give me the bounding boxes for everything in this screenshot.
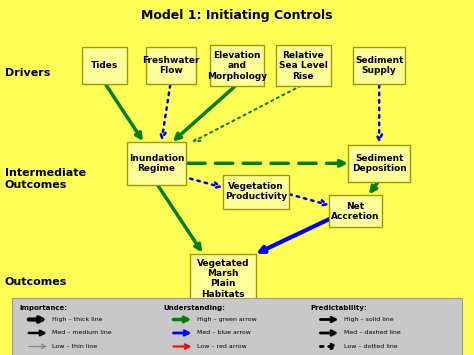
Text: Tides: Tides [91, 61, 118, 70]
Text: High – thick line: High – thick line [52, 317, 103, 322]
Text: High – solid line: High – solid line [344, 317, 393, 322]
FancyBboxPatch shape [223, 175, 289, 208]
FancyBboxPatch shape [348, 145, 410, 182]
Text: Predictability:: Predictability: [310, 305, 367, 311]
Text: Net
Accretion: Net Accretion [331, 202, 380, 221]
Text: Inundation
Regime: Inundation Regime [128, 154, 184, 173]
Text: High – green arrow: High – green arrow [197, 317, 256, 322]
FancyBboxPatch shape [190, 254, 256, 304]
Text: Low – dotted line: Low – dotted line [344, 344, 397, 349]
Text: Freshwater
Flow: Freshwater Flow [142, 56, 200, 75]
Text: Med – dashed line: Med – dashed line [344, 331, 401, 335]
Text: Drivers: Drivers [5, 68, 50, 78]
FancyBboxPatch shape [127, 142, 186, 185]
Text: Low – red arrow: Low – red arrow [197, 344, 246, 349]
Text: Med – blue arrow: Med – blue arrow [197, 331, 251, 335]
Text: Relative
Sea Level
Rise: Relative Sea Level Rise [279, 51, 328, 81]
FancyBboxPatch shape [329, 195, 382, 227]
FancyBboxPatch shape [276, 45, 331, 86]
Text: Model 1: Initiating Controls: Model 1: Initiating Controls [141, 9, 333, 22]
FancyBboxPatch shape [12, 298, 462, 355]
Text: Outcomes: Outcomes [5, 277, 67, 287]
Text: Low – thin line: Low – thin line [52, 344, 97, 349]
Text: Med – medium line: Med – medium line [52, 331, 112, 335]
Text: Vegetation
Productivity: Vegetation Productivity [225, 182, 287, 201]
FancyBboxPatch shape [146, 47, 195, 84]
Text: Understanding:: Understanding: [164, 305, 226, 311]
FancyBboxPatch shape [353, 47, 405, 84]
Text: Sediment
Supply: Sediment Supply [355, 56, 403, 75]
FancyBboxPatch shape [210, 45, 264, 86]
Text: Elevation
and
Morphology: Elevation and Morphology [207, 51, 267, 81]
FancyBboxPatch shape [82, 47, 127, 84]
Text: Sediment
Deposition: Sediment Deposition [352, 154, 407, 173]
Text: Vegetated
Marsh
Plain
Habitats: Vegetated Marsh Plain Habitats [197, 258, 249, 299]
Text: Importance:: Importance: [19, 305, 67, 311]
Text: Intermediate
Outcomes: Intermediate Outcomes [5, 169, 86, 190]
